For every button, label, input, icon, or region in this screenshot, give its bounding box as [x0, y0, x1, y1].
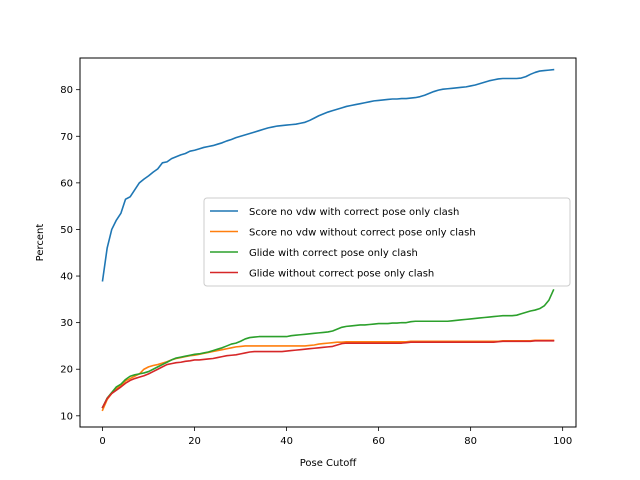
- x-axis: 0 20 40 60 80 100: [99, 427, 572, 447]
- legend-label: Score no vdw without correct pose only c…: [249, 228, 476, 239]
- x-tick-label: 80: [464, 436, 477, 447]
- y-tick-label: 30: [60, 318, 73, 329]
- y-tick-label: 10: [60, 411, 73, 422]
- legend: Score no vdw with correct pose only clas…: [203, 197, 571, 287]
- y-tick-label: 20: [60, 365, 73, 376]
- y-tick-label: 60: [60, 178, 73, 189]
- x-tick-label: 100: [553, 436, 572, 447]
- y-tick-label: 70: [60, 132, 73, 143]
- y-tick-label: 80: [60, 85, 73, 96]
- x-axis-label: Pose Cutoff: [300, 458, 358, 469]
- legend-label: Glide without correct pose only clash: [249, 269, 434, 280]
- y-tick-label: 50: [60, 225, 73, 236]
- x-tick-label: 0: [99, 436, 105, 447]
- series-line-4: [101, 340, 555, 409]
- series-layer: [101, 68, 555, 412]
- plot-area: [79, 57, 577, 428]
- legend-label: Glide with correct pose only clash: [249, 248, 418, 259]
- y-tick-label: 40: [60, 272, 73, 283]
- axes-frame: [79, 57, 577, 428]
- series-line-3: [101, 288, 555, 409]
- x-tick-label: 60: [372, 436, 385, 447]
- x-tick-label: 40: [280, 436, 293, 447]
- legend-label: Score no vdw with correct pose only clas…: [249, 207, 459, 218]
- y-axis: 10 20 30 40 50 60 70 80: [60, 85, 80, 422]
- legend-box: [203, 197, 571, 287]
- series-line-1: [101, 68, 555, 282]
- x-tick-label: 20: [188, 436, 201, 447]
- y-axis-label: Percent: [35, 224, 46, 262]
